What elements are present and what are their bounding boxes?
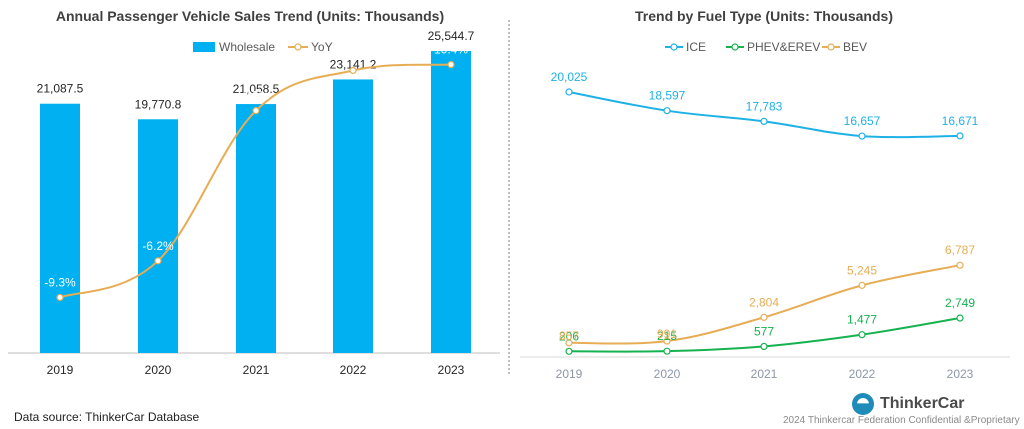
ice-point-2019 xyxy=(565,88,573,96)
wholesale-bar-2020 xyxy=(138,119,178,353)
legend-yoy-label: YoY xyxy=(311,40,333,54)
bev-label-2023: 6,787 xyxy=(945,243,975,257)
right-chart-title: Trend by Fuel Type (Units: Thousands) xyxy=(635,8,893,24)
legend-ice-marker xyxy=(670,43,678,51)
brand-logo: ThinkerCar xyxy=(852,393,964,415)
bev-point-2023 xyxy=(956,261,964,269)
left-bars xyxy=(40,51,471,354)
bev-point-2020 xyxy=(663,337,671,345)
bev-point-2021 xyxy=(760,313,768,321)
left-x-tick-2019: 2019 xyxy=(47,363,74,377)
phev-point-2021 xyxy=(760,342,768,351)
wholesale-bar-2022 xyxy=(333,79,373,353)
yoy-label-2020: -6.2% xyxy=(142,239,174,253)
confidential-notice: 2024 Thinkercar Federation Confidential … xyxy=(783,415,1020,426)
legend-bev-marker xyxy=(827,43,835,51)
left-x-ticks: 2019 2020 2021 2022 2023 xyxy=(47,363,465,377)
phev-point-2020 xyxy=(663,347,671,355)
yoy-point-2020 xyxy=(154,257,162,265)
bev-point-2019 xyxy=(565,339,573,347)
left-x-tick-2023: 2023 xyxy=(438,363,465,377)
ice-label-2021: 17,783 xyxy=(746,99,783,113)
phev-point-2023 xyxy=(956,314,964,322)
right-lines xyxy=(568,91,961,353)
yoy-label-2021: 6.5% xyxy=(242,89,270,103)
phev-point-2019 xyxy=(565,347,573,355)
legend-ice-label: ICE xyxy=(686,40,706,54)
right-chart: Trend by Fuel Type (Units: Thousands) IC… xyxy=(520,8,1010,381)
wholesale-bar-2021 xyxy=(236,104,276,354)
legend-yoy-marker xyxy=(294,43,302,51)
right-labels: 20,025 18,597 17,783 16,657 16,671 206 215 577 1… xyxy=(551,70,979,343)
data-source-note: Data source: ThinkerCar Database xyxy=(14,410,200,424)
ice-point-2020 xyxy=(663,107,671,115)
yoy-point-2021 xyxy=(252,107,260,115)
ice-label-2019: 20,025 xyxy=(551,70,588,84)
right-x-tick-2022: 2022 xyxy=(849,367,876,381)
legend-phev-marker xyxy=(731,43,739,51)
yoy-point-2022 xyxy=(349,66,357,75)
wholesale-bar-2023 xyxy=(431,51,471,354)
right-x-tick-2023: 2023 xyxy=(947,367,974,381)
legend-bev-label: BEV xyxy=(843,40,867,54)
wholesale-bar-label-2021: 21,058.5 xyxy=(233,82,280,96)
ice-point-2021 xyxy=(760,117,768,125)
bev-label-2019: 857 xyxy=(559,329,579,343)
phev-label-2019: 206 xyxy=(559,329,579,343)
bev-label-2020: 991 xyxy=(657,327,677,341)
left-chart: Annual Passenger Vehicle Sales Trend (Un… xyxy=(8,8,500,377)
wholesale-bar-label-2023: 25,544.7 xyxy=(428,29,475,43)
yoy-point-2019 xyxy=(56,293,64,302)
bev-label-2021: 2,804 xyxy=(749,295,779,309)
right-legend: ICE PHEV&EREV BEV xyxy=(665,40,867,54)
right-x-ticks: 2019 2020 2021 2022 2023 xyxy=(556,367,974,381)
wholesale-bar-label-2019: 21,087.5 xyxy=(37,82,84,96)
phev-point-2022 xyxy=(858,331,866,339)
left-x-tick-2021: 2021 xyxy=(243,363,270,377)
wholesale-bar-label-2020: 19,770.8 xyxy=(135,97,182,111)
bev-label-2022: 5,245 xyxy=(847,263,877,277)
bev-point-2022 xyxy=(858,281,866,289)
left-chart-title: Annual Passenger Vehicle Sales Trend (Un… xyxy=(56,8,444,24)
yoy-label-2023: 10.4% xyxy=(434,43,468,57)
yoy-points xyxy=(56,60,455,302)
ice-label-2023: 16,671 xyxy=(942,114,979,128)
ice-point-2022 xyxy=(858,132,866,140)
yoy-label-2019: -9.3% xyxy=(44,275,76,289)
ice-label-2020: 18,597 xyxy=(649,89,686,103)
right-x-tick-2020: 2020 xyxy=(654,367,681,381)
yoy-label-2022: 9.9% xyxy=(339,48,367,62)
yoy-line xyxy=(59,63,452,299)
left-bar-labels: 21,087.519,770.821,058.523,141.225,544.7 xyxy=(37,29,475,111)
phev-label-2020: 215 xyxy=(657,329,677,343)
ice-label-2022: 16,657 xyxy=(844,114,881,128)
thinkercar-logo-icon xyxy=(852,393,874,415)
yoy-labels: -9.3% -6.2% 6.5% 9.9% 10.4% xyxy=(44,43,468,290)
yoy-point-2023 xyxy=(447,60,455,69)
legend-wholesale-swatch xyxy=(193,42,215,52)
right-x-tick-2021: 2021 xyxy=(751,367,778,381)
legend-phev-label: PHEV&EREV xyxy=(747,40,820,54)
right-points xyxy=(565,88,964,355)
left-x-tick-2020: 2020 xyxy=(145,363,172,377)
right-x-tick-2019: 2019 xyxy=(556,367,583,381)
ice-point-2023 xyxy=(956,132,964,140)
wholesale-bar-2019 xyxy=(40,103,80,353)
left-x-tick-2022: 2022 xyxy=(340,363,367,377)
phev-label-2023: 2,749 xyxy=(945,296,975,310)
phev-label-2021: 577 xyxy=(754,324,774,338)
brand-name: ThinkerCar xyxy=(880,395,965,412)
left-legend: Wholesale YoY xyxy=(193,40,333,54)
phev-label-2022: 1,477 xyxy=(847,313,877,327)
legend-wholesale-label: Wholesale xyxy=(219,40,275,54)
